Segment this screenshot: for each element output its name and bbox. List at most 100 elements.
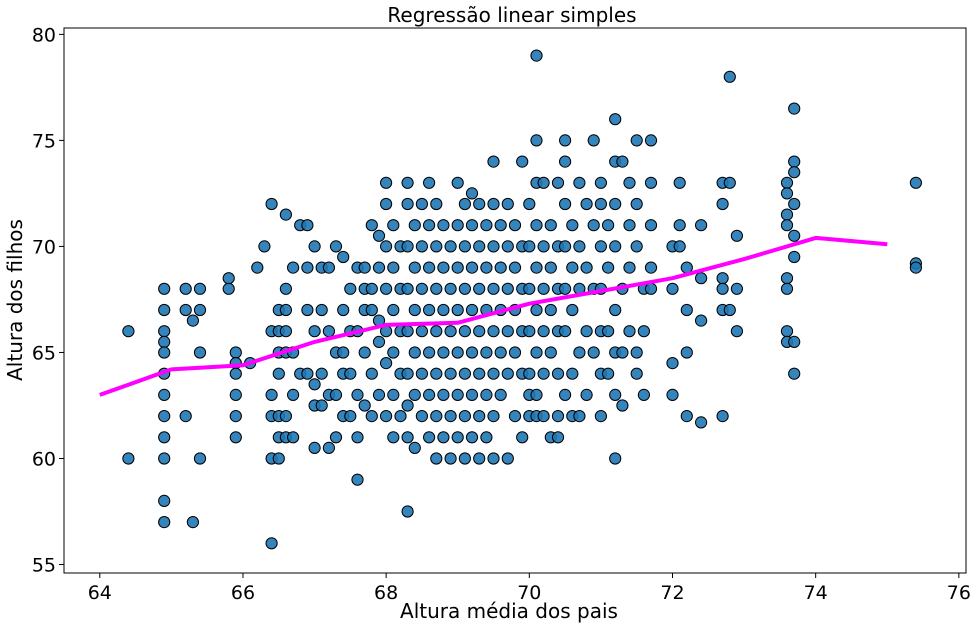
scatter-point-294 — [587, 134, 600, 147]
scatter-point-181 — [451, 431, 464, 444]
scatter-point-131 — [401, 282, 414, 295]
scatter-point-153 — [423, 346, 436, 359]
scatter-point-19 — [193, 282, 207, 295]
scatter-point-274 — [559, 155, 572, 168]
scatter-point-68 — [308, 441, 321, 454]
scatter-point-246 — [530, 49, 543, 62]
scatter-point-110 — [380, 176, 393, 189]
scatter-point-349 — [695, 219, 708, 232]
scatter-point-280 — [566, 219, 579, 232]
scatter-point-49 — [279, 303, 292, 317]
scatter-point-119 — [387, 303, 400, 317]
scatter-point-109 — [372, 388, 386, 401]
scatter-point-65 — [308, 325, 321, 338]
scatter-point-210 — [487, 197, 500, 211]
scatter-point-202 — [473, 452, 486, 465]
scatter-point-151 — [423, 261, 436, 274]
scatter-point-120 — [387, 346, 400, 359]
scatter-point-72 — [315, 399, 328, 412]
y-tick-label: 70 — [32, 236, 56, 258]
scatter-point-112 — [380, 240, 393, 253]
scatter-point-300 — [594, 240, 608, 253]
scatter-point-80 — [329, 431, 343, 444]
scatter-point-243 — [523, 367, 536, 380]
scatter-point-122 — [387, 431, 400, 444]
scatter-point-2 — [158, 282, 171, 295]
scatter-point-224 — [501, 282, 514, 295]
scatter-point-21 — [193, 346, 207, 359]
scatter-point-185 — [458, 325, 471, 338]
scatter-point-351 — [695, 314, 708, 327]
scatter-point-54 — [287, 261, 300, 274]
scatter-point-361 — [723, 303, 736, 317]
scatter-point-262 — [544, 261, 557, 274]
scatter-point-145 — [415, 282, 428, 295]
scatter-point-86 — [344, 282, 357, 295]
scatter-point-189 — [465, 187, 479, 200]
scatter-point-290 — [580, 197, 593, 211]
scatter-point-362 — [730, 229, 744, 242]
scatter-point-291 — [580, 261, 593, 274]
scatter-point-187 — [458, 410, 471, 423]
x-tick-label: 64 — [88, 582, 112, 604]
scatter-point-33 — [258, 240, 271, 253]
scatter-point-327 — [630, 240, 643, 253]
scatter-point-288 — [573, 346, 586, 359]
scatter-point-108 — [372, 335, 386, 348]
scatter-point-276 — [559, 240, 572, 253]
x-tick-label: 76 — [947, 582, 971, 604]
scatter-point-241 — [523, 282, 536, 295]
scatter-point-304 — [594, 410, 608, 423]
scatter-point-5 — [158, 335, 171, 348]
scatter-point-196 — [473, 197, 486, 211]
scatter-point-143 — [415, 197, 428, 211]
scatter-point-380 — [788, 367, 801, 380]
scatter-point-204 — [480, 261, 493, 274]
scatter-point-105 — [372, 229, 386, 242]
scatter-point-233 — [516, 155, 529, 168]
scatter-point-46 — [272, 452, 285, 465]
scatter-point-270 — [551, 367, 565, 380]
scatter-point-255 — [537, 176, 550, 189]
scatter-point-223 — [501, 240, 514, 253]
scatter-point-320 — [616, 399, 629, 412]
scatter-point-238 — [516, 431, 529, 444]
scatter-point-14 — [179, 282, 192, 295]
scatter-point-98 — [358, 346, 371, 359]
scatter-point-89 — [344, 410, 357, 423]
scatter-point-225 — [501, 325, 514, 338]
y-axis-ticks: 55 60 65 70 75 80 — [32, 24, 64, 577]
x-tick-label: 68 — [374, 582, 398, 604]
scatter-point-144 — [415, 240, 428, 253]
scatter-point-169 — [444, 240, 457, 253]
scatter-point-106 — [372, 261, 386, 274]
scatter-point-121 — [387, 388, 400, 401]
scatter-point-358 — [716, 410, 729, 423]
scatter-point-135 — [401, 431, 414, 444]
scatter-point-373 — [788, 102, 801, 115]
scatter-point-371 — [780, 325, 794, 338]
scatter-point-359 — [723, 70, 736, 83]
scatter-point-183 — [458, 240, 471, 253]
scatter-point-179 — [451, 346, 464, 359]
scatter-point-9 — [158, 410, 171, 423]
scatter-point-350 — [695, 272, 708, 285]
y-tick-label: 75 — [32, 130, 56, 152]
scatter-point-316 — [609, 452, 622, 465]
y-axis-label: Altura dos filhos — [3, 219, 27, 381]
scatter-point-77 — [329, 240, 343, 253]
scatter-point-271 — [551, 410, 565, 423]
scatter-point-25 — [229, 346, 242, 359]
regression-line-layer — [99, 235, 888, 397]
scatter-point-134 — [401, 399, 414, 412]
scatter-point-116 — [380, 410, 393, 423]
scatter-point-260 — [537, 410, 550, 423]
scatter-point-360 — [723, 176, 736, 189]
scatter-point-88 — [344, 367, 357, 380]
scatter-point-94 — [351, 473, 364, 486]
scatter-point-164 — [437, 261, 450, 274]
scatter-point-99 — [358, 399, 371, 412]
scatter-point-137 — [408, 219, 421, 232]
scatter-point-201 — [473, 410, 486, 423]
scatter-point-66 — [308, 378, 321, 391]
